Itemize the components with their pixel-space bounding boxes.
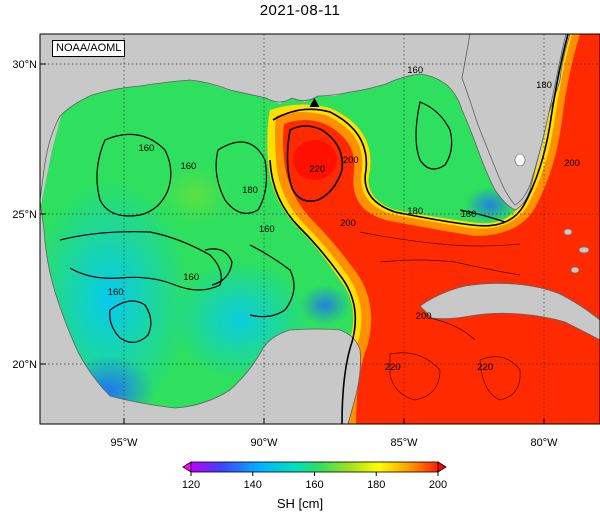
contour-label: 160 [138,143,154,154]
colorbar-tick-label: 200 [429,479,447,491]
contour-label: 160 [180,161,196,172]
lon-tick-label: 80°W [530,437,558,449]
contour-label: 180 [536,80,552,91]
colorbar-tick-label: 180 [367,479,385,491]
plot-frame [39,33,600,425]
colorbar-label: SH [cm] [276,496,324,511]
lat-tick-label: 30°N [12,59,37,71]
loop-current-core [283,34,600,424]
contour-label: 180 [407,206,423,217]
colorbar-tick-label: 160 [305,479,323,491]
contour-label: 220 [477,362,493,373]
contour-label: 200 [416,311,432,322]
land-florida [461,34,567,206]
land-mexico [40,199,361,424]
land-us-gulf-coast [40,34,600,211]
contour-label: 220 [385,362,401,373]
colorbar-low-arrow [182,461,192,473]
station-marker [309,98,320,107]
colorbar-tick-label: 140 [244,479,262,491]
contour-label: 180 [242,185,258,196]
colorbar-tick-label: 120 [182,479,200,491]
lon-tick-label: 95°W [110,437,138,449]
colorbar-high-arrow [437,461,447,473]
contour-label: 200 [340,218,356,229]
contour-label: 160 [460,209,476,220]
land-cuba [419,282,600,341]
lon-tick-label: 85°W [390,437,418,449]
colorbar-gradient [190,461,439,473]
contour-label: 160 [259,224,275,235]
contour-label: 200 [564,158,580,169]
contour-label: 200 [343,155,359,166]
contour-label: 220 [309,164,325,175]
colorbar: 120 140 160 180 200 [182,461,447,491]
credit-label: NOAA/AOML [52,40,126,57]
contour-label: 160 [407,65,423,76]
contour-label: 160 [183,272,199,283]
contour-label: 160 [108,287,124,298]
lat-tick-label: 25°N [12,209,37,221]
lat-tick-label: 20°N [12,359,37,371]
lon-tick-label: 90°W [250,437,278,449]
map-title: 2021-08-11 [259,2,341,19]
